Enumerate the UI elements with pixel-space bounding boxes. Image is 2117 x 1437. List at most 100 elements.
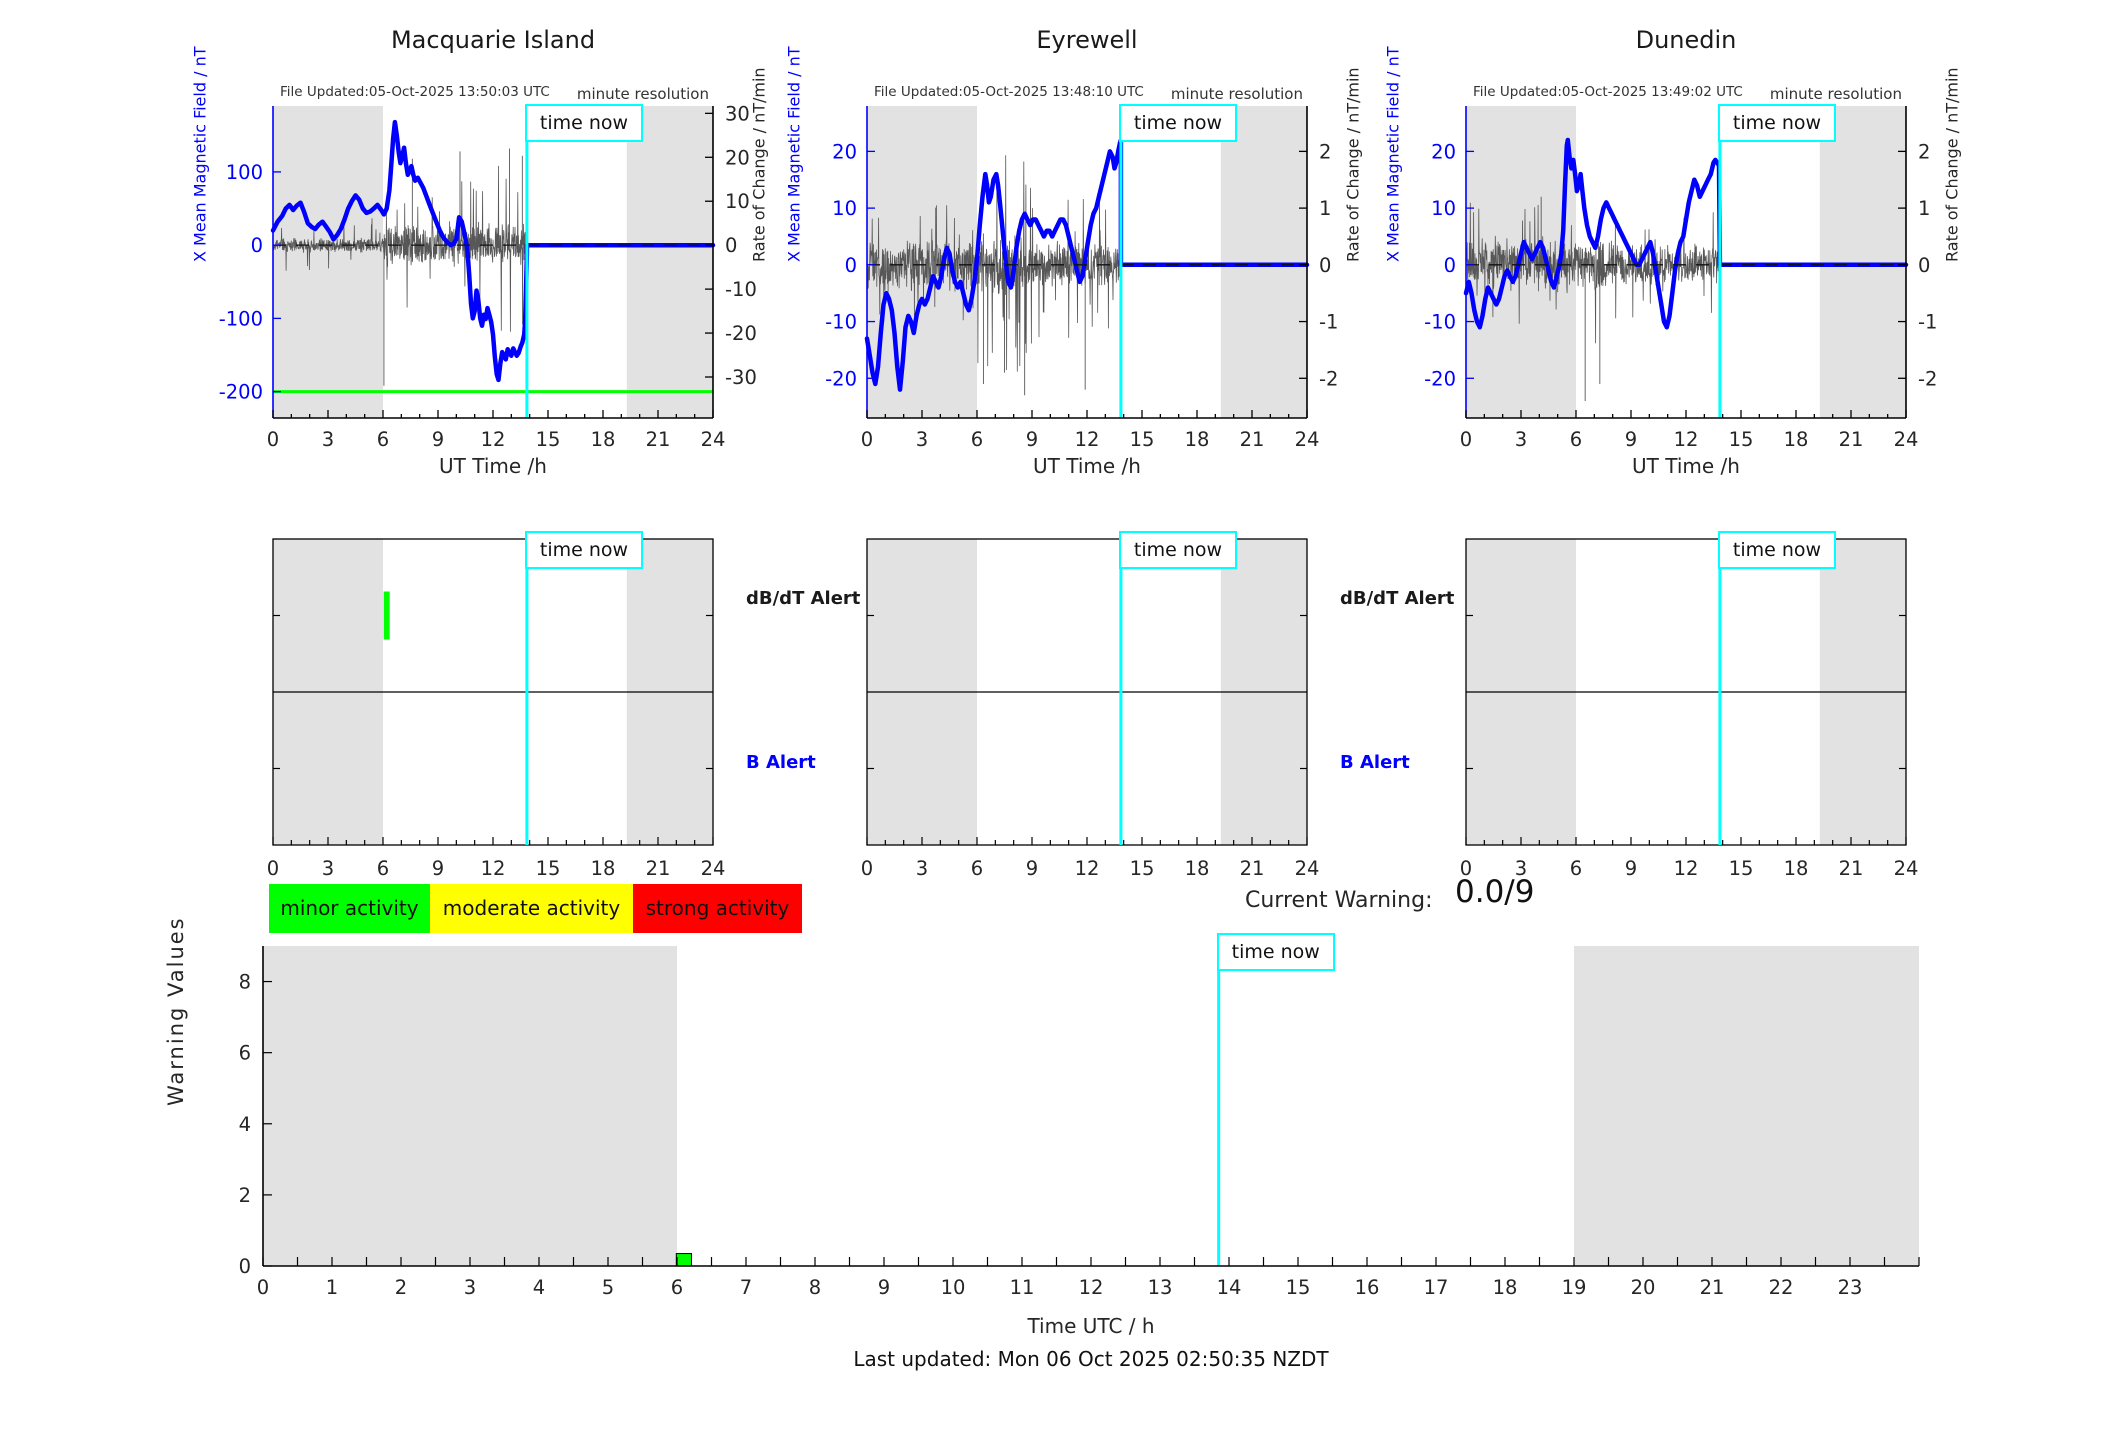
time-now-box-alert-eyrewell: time now	[1118, 531, 1238, 569]
warn-x-tick-label: 10	[941, 1276, 966, 1299]
x-tick-label: 6	[971, 428, 983, 451]
alert-x-tick-label: 15	[1729, 857, 1754, 880]
night-band	[1574, 946, 1919, 1266]
alert-event-mark	[383, 591, 390, 640]
y-tick-label-left: 10	[832, 197, 857, 220]
y-tick-label-right: 30	[725, 102, 750, 125]
x-tick-label: 24	[1894, 428, 1919, 451]
warn-x-tick-label: 3	[464, 1276, 476, 1299]
alert-x-tick-label: 9	[432, 857, 444, 880]
x-tick-label: 15	[1130, 428, 1155, 451]
night-band	[626, 106, 713, 418]
y-tick-label-left: 0	[845, 254, 857, 277]
last-updated-text: Last updated: Mon 06 Oct 2025 02:50:35 N…	[853, 1347, 1329, 1371]
legend-moderate-activity: moderate activity	[430, 884, 633, 933]
x-tick-label: 6	[1570, 428, 1582, 451]
alert-x-tick-label: 18	[1185, 857, 1210, 880]
warn-y-tick-label: 2	[239, 1184, 251, 1207]
warn-x-tick-label: 16	[1355, 1276, 1380, 1299]
time-now-box-eyrewell: time now	[1118, 104, 1238, 142]
night-band	[1220, 106, 1307, 418]
warn-y-tick-label: 0	[239, 1255, 251, 1278]
alert-x-tick-label: 6	[377, 857, 389, 880]
resolution-note-macquarie: minute resolution	[576, 85, 709, 103]
y-tick-label-right: 1	[1319, 197, 1331, 220]
warn-x-tick-label: 2	[395, 1276, 407, 1299]
y-tick-label-left: 20	[832, 140, 857, 163]
y-tick-label-right: 1	[1918, 197, 1930, 220]
y-tick-label-right: -10	[725, 278, 757, 301]
alert-x-tick-label: 24	[701, 857, 726, 880]
alert-x-tick-label: 18	[591, 857, 616, 880]
x-tick-label: 18	[591, 428, 616, 451]
warn-x-tick-label: 8	[809, 1276, 821, 1299]
x-tick-label: 18	[1185, 428, 1210, 451]
warn-y-tick-label: 8	[239, 971, 251, 994]
y-tick-label-left: 10	[1431, 197, 1456, 220]
warn-x-tick-label: 19	[1562, 1276, 1587, 1299]
alert-x-tick-label: 21	[1240, 857, 1265, 880]
warn-x-tick-label: 22	[1769, 1276, 1794, 1299]
resolution-note-eyrewell: minute resolution	[1170, 85, 1303, 103]
dbdt-alert-label-macquarie: dB/dT Alert	[746, 588, 861, 609]
warn-y-tick-label: 6	[239, 1042, 251, 1065]
alert-x-tick-label: 9	[1625, 857, 1637, 880]
warn-x-tick-label: 7	[740, 1276, 752, 1299]
y-tick-label-left: 20	[1431, 140, 1456, 163]
resolution-note-dunedin: minute resolution	[1769, 85, 1902, 103]
x-tick-label: 9	[1026, 428, 1038, 451]
current-warning-label: Current Warning:	[1245, 888, 1433, 913]
y-tick-label-left: -10	[825, 311, 857, 334]
y-tick-label-right: -30	[725, 366, 757, 389]
alert-x-tick-label: 6	[1570, 857, 1582, 880]
x-axis-label-macquarie: UT Time /h	[439, 454, 547, 478]
dbdt-alert-label-eyrewell: dB/dT Alert	[1340, 588, 1455, 609]
file-updated-eyrewell: File Updated:05-Oct-2025 13:48:10 UTC	[874, 84, 1144, 100]
mean-field-line	[864, 137, 1310, 392]
alert-x-tick-label: 24	[1295, 857, 1320, 880]
warn-x-tick-label: 4	[533, 1276, 545, 1299]
mean-field-line	[270, 119, 716, 383]
x-tick-label: 9	[1625, 428, 1637, 451]
alert-x-tick-label: 24	[1894, 857, 1919, 880]
file-updated-dunedin: File Updated:05-Oct-2025 13:49:02 UTC	[1473, 84, 1743, 100]
x-axis-label-eyrewell: UT Time /h	[1033, 454, 1141, 478]
warn-x-tick-label: 17	[1424, 1276, 1449, 1299]
warn-x-tick-label: 1	[326, 1276, 338, 1299]
alert-x-tick-label: 0	[1460, 857, 1472, 880]
x-tick-label: 24	[1295, 428, 1320, 451]
y-tick-label-right: 2	[1319, 140, 1331, 163]
warn-x-tick-label: 18	[1493, 1276, 1518, 1299]
y-tick-label-right: -20	[725, 322, 757, 345]
warn-x-tick-label: 5	[602, 1276, 614, 1299]
time-now-box-alert-dunedin: time now	[1717, 531, 1837, 569]
warn-x-tick-label: 6	[671, 1276, 683, 1299]
warn-x-tick-label: 21	[1700, 1276, 1725, 1299]
time-now-box-warning-chart: time now	[1216, 933, 1335, 971]
alert-x-tick-label: 3	[322, 857, 334, 880]
b-alert-label-eyrewell: B Alert	[1340, 752, 1410, 773]
alert-x-tick-label: 6	[971, 857, 983, 880]
y-tick-label-right: 2	[1918, 140, 1930, 163]
x-tick-label: 15	[536, 428, 561, 451]
warn-x-tick-label: 9	[878, 1276, 890, 1299]
alert-x-tick-label: 3	[1515, 857, 1527, 880]
y-tick-label-right: -1	[1319, 311, 1338, 334]
x-tick-label: 21	[1240, 428, 1265, 451]
x-tick-label: 3	[916, 428, 928, 451]
station-title-eyrewell: Eyrewell	[1036, 26, 1138, 54]
x-tick-label: 21	[1839, 428, 1864, 451]
x-tick-label: 21	[646, 428, 671, 451]
y-tick-label-right: 10	[725, 190, 750, 213]
alert-x-tick-label: 18	[1784, 857, 1809, 880]
x-tick-label: 6	[377, 428, 389, 451]
warn-x-tick-label: 20	[1631, 1276, 1656, 1299]
night-band	[263, 946, 677, 1266]
station-title-dunedin: Dunedin	[1635, 26, 1737, 54]
x-tick-label: 0	[1460, 428, 1472, 451]
warn-x-tick-label: 13	[1148, 1276, 1173, 1299]
x-tick-label: 0	[267, 428, 279, 451]
warn-x-tick-label: 11	[1010, 1276, 1035, 1299]
